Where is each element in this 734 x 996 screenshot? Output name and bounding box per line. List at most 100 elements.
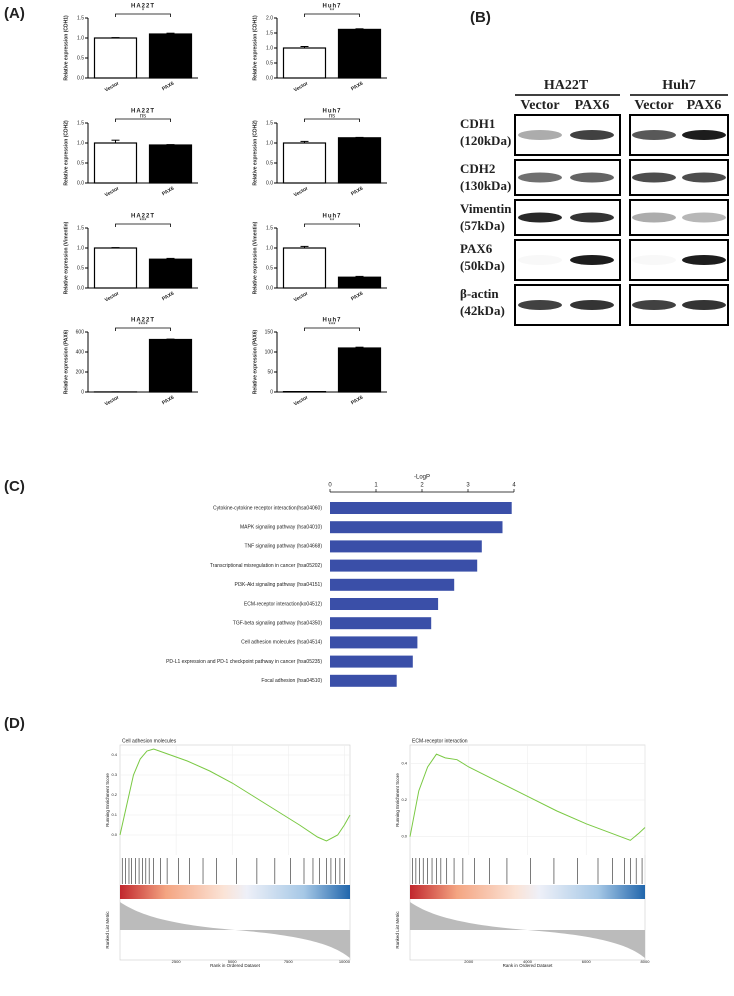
category-label: PD-L1 expression and PD-1 checkpoint pat… (166, 659, 322, 665)
y-tick-label: 0.4 (401, 760, 407, 765)
x-tick-label: PAX6 (161, 81, 175, 93)
blot-band (518, 213, 562, 223)
blot-band (570, 213, 614, 223)
y-tick-label: 0.5 (77, 55, 84, 61)
x-tick-label: Vector (293, 291, 309, 304)
y-tick-label: 0.5 (266, 160, 273, 166)
y-tick-label: 1.5 (266, 30, 273, 36)
blot-band (682, 173, 726, 183)
bar (339, 277, 381, 288)
x-tick-label: 8000 (641, 959, 651, 964)
color-bar (410, 885, 645, 899)
bar (150, 340, 192, 393)
y-tick-label: 0.0 (401, 834, 407, 839)
y-axis-label: Relative expression (CDH2) (63, 120, 69, 186)
bar (330, 636, 417, 648)
y-tick-label: 1.0 (266, 45, 273, 51)
y-tick-label: 400 (76, 349, 85, 355)
y-tick-label: 200 (76, 369, 85, 375)
blot-protein: Vimentin (460, 201, 512, 216)
x-tick-label: 6000 (582, 959, 592, 964)
y-tick-label: 0.4 (111, 752, 117, 757)
blot-band (682, 300, 726, 310)
category-label: Cell adhesion molecules (hsa04514) (241, 640, 322, 646)
y-tick-label: 1.0 (77, 35, 84, 41)
x-tick-label: Vector (293, 81, 309, 94)
metric-label: Ranked List Metric (105, 911, 110, 949)
bar (330, 598, 438, 610)
x-tick-label: 4 (512, 483, 516, 489)
y-tick-label: 600 (76, 329, 85, 335)
blot-protein: CDH1 (460, 116, 495, 131)
y-tick-label: 2.0 (266, 15, 273, 21)
significance-label: ** (330, 219, 335, 225)
y-tick-label: 0.2 (111, 792, 117, 797)
y-tick-label: 0.0 (266, 285, 273, 291)
blot-band (682, 130, 726, 140)
y-tick-label: 1.5 (77, 15, 84, 21)
bar (95, 248, 137, 288)
blot-band (518, 130, 562, 140)
y-tick-label: 0.0 (266, 180, 273, 186)
significance-label: ns (329, 114, 335, 120)
blot-band (632, 173, 676, 183)
y-axis-label: Relative expression (PAX6) (63, 329, 69, 394)
x-tick-label: 3 (466, 483, 470, 489)
chart-title: Cell adhesion molecules (122, 738, 177, 744)
y-tick-label: 0.1 (111, 812, 117, 817)
x-tick-label: PAX6 (350, 81, 364, 93)
y-axis-label: Relative expression (PAX6) (252, 329, 258, 394)
x-tick-label: PAX6 (350, 186, 364, 198)
blot-protein: β-actin (460, 286, 499, 301)
x-tick-label: Vector (104, 81, 120, 94)
blot-band (632, 130, 676, 140)
y-tick-label: 1.0 (77, 245, 84, 251)
blot-column: PAX6 (575, 98, 610, 113)
x-tick-label: Vector (293, 395, 309, 408)
x-tick-label: PAX6 (350, 395, 364, 407)
y-axis-label: Relative expression (Vimentin) (252, 221, 258, 294)
y-axis-label: Relative expression (CDH1) (252, 15, 258, 81)
y-tick-label: 0.3 (111, 772, 117, 777)
bar (330, 540, 482, 552)
blot-band (632, 213, 676, 223)
y-tick-label: 100 (265, 349, 274, 355)
x-tick-label: Vector (104, 186, 120, 199)
blot-group: HA22T (544, 78, 589, 93)
y-tick-label: 50 (267, 369, 273, 375)
y-tick-label: 1.0 (266, 245, 273, 251)
metric-label: Ranked List Metric (395, 911, 400, 949)
category-label: TGF-beta signaling pathway (hsa04350) (233, 621, 323, 627)
y-tick-label: 1.5 (266, 120, 273, 126)
y-tick-label: 0.0 (77, 75, 84, 81)
blot-column: Vector (634, 98, 673, 113)
y-tick-label: 0.0 (111, 832, 117, 837)
bar (150, 145, 192, 183)
significance-label: *** (328, 323, 336, 329)
y-tick-label: 0.5 (266, 265, 273, 271)
ranked-metric (120, 902, 350, 958)
y-tick-label: 0.5 (77, 160, 84, 166)
y-tick-label: 0.2 (401, 797, 407, 802)
blot-band (570, 130, 614, 140)
blot-column: PAX6 (687, 98, 722, 113)
x-tick-label: Vector (104, 291, 120, 304)
blot-band (518, 255, 562, 265)
y-axis-label: Running Enrichment Score (105, 773, 110, 827)
bar (150, 34, 192, 78)
y-tick-label: 1.0 (77, 140, 84, 146)
color-bar (120, 885, 350, 899)
blot-size: (42kDa) (460, 303, 505, 318)
y-axis-label: Relative expression (CDH1) (63, 15, 69, 81)
y-tick-label: 1.5 (266, 225, 273, 231)
bar (339, 29, 381, 78)
significance-label: **** (138, 323, 148, 329)
category-label: MAPK signaling pathway (hsa04010) (240, 525, 322, 531)
panel-label: (C) (4, 478, 25, 495)
y-axis-label: Relative expression (CDH2) (252, 120, 258, 186)
y-tick-label: 0.5 (266, 60, 273, 66)
blot-band (632, 255, 676, 265)
panel-label: (D) (4, 715, 25, 732)
blot-size: (57kDa) (460, 218, 505, 233)
